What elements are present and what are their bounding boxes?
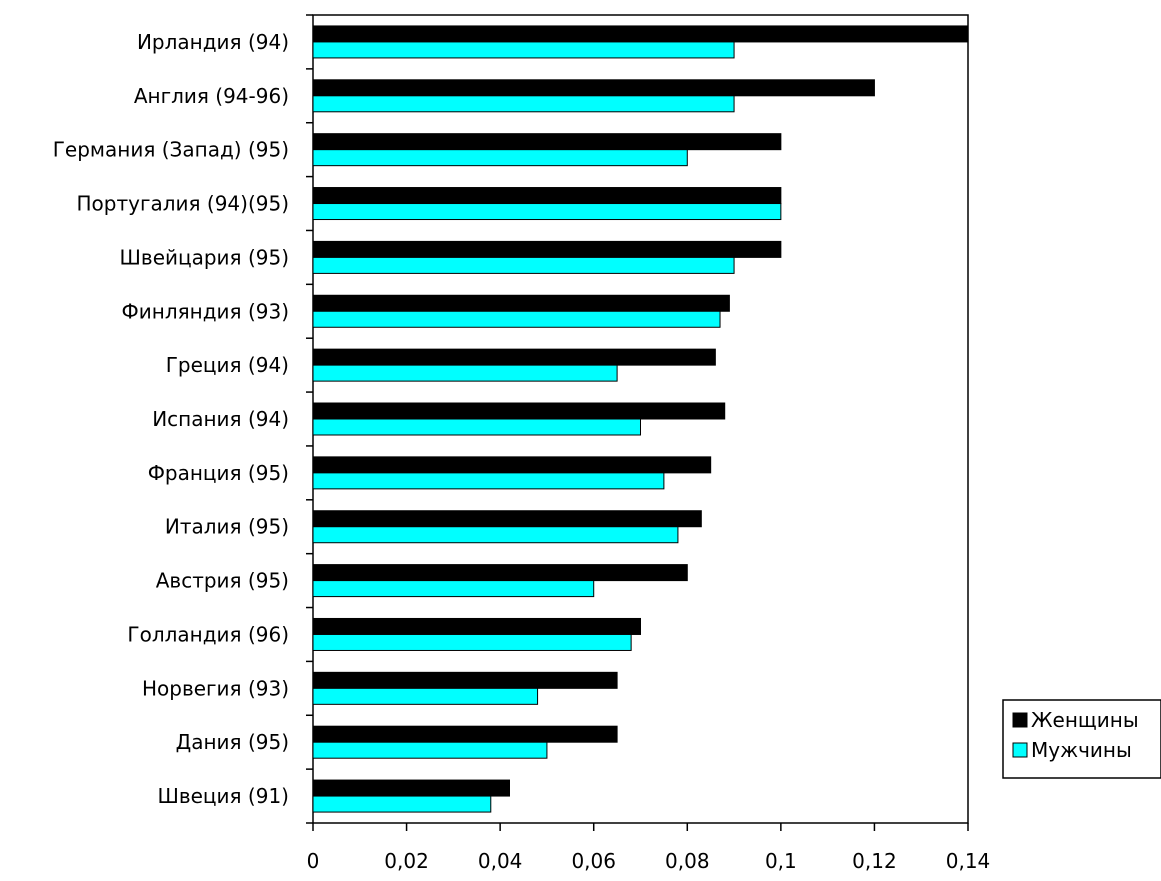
- legend-box: [1002, 699, 1161, 779]
- category-label: Франция (95): [148, 461, 289, 485]
- x-tick-label: 0,14: [946, 849, 991, 873]
- bar-men: [312, 310, 721, 328]
- bar-women: [312, 133, 782, 151]
- bar-men: [312, 795, 492, 813]
- x-tick-label: 0,08: [665, 849, 710, 873]
- bar-women: [312, 779, 510, 797]
- bar-women: [312, 510, 702, 528]
- bar-women: [312, 671, 618, 689]
- bar-men: [312, 741, 548, 759]
- bar-men: [312, 41, 735, 59]
- x-tick-label: 0,04: [478, 849, 523, 873]
- bar-women: [312, 25, 969, 43]
- x-tick-label: 0,1: [765, 849, 797, 873]
- legend-label: Женщины: [1031, 708, 1139, 732]
- bar-series-group: [312, 25, 969, 813]
- bar-men: [312, 633, 632, 651]
- category-label: Италия (95): [165, 515, 289, 539]
- bar-men: [312, 580, 595, 598]
- category-label: Швейцария (95): [120, 245, 289, 269]
- category-label: Испания (94): [152, 407, 289, 431]
- bar-women: [312, 456, 712, 474]
- bar-women: [312, 402, 726, 420]
- bar-men: [312, 95, 735, 113]
- category-label: Англия (94-96): [134, 84, 289, 108]
- bar-women: [312, 187, 782, 205]
- legend-swatch: [1012, 742, 1028, 758]
- category-label: Финляндия (93): [122, 299, 289, 323]
- legend-swatch: [1012, 712, 1028, 728]
- category-label: Швеция (91): [157, 784, 289, 808]
- category-label: Дания (95): [176, 730, 289, 754]
- bar-women: [312, 240, 782, 258]
- legend-label: Мужчины: [1031, 738, 1132, 762]
- bar-women: [312, 294, 730, 312]
- bar-women: [312, 617, 641, 635]
- x-tick-label: 0,02: [384, 849, 429, 873]
- bar-women: [312, 348, 716, 366]
- bar-men: [312, 149, 688, 167]
- bar-men: [312, 256, 735, 274]
- category-label: Греция (94): [166, 353, 289, 377]
- category-label: Голландия (96): [127, 622, 289, 646]
- bar-men: [312, 418, 641, 436]
- category-label: Португалия (94)(95): [77, 192, 290, 216]
- bar-men: [312, 364, 618, 382]
- category-label: Норвегия (93): [142, 676, 289, 700]
- bar-men: [312, 203, 782, 221]
- category-label: Германия (Запад) (95): [53, 138, 289, 162]
- legend: Женщины Мужчины: [1002, 699, 1161, 779]
- bar-men: [312, 687, 539, 705]
- bar-women: [312, 79, 875, 97]
- x-tick-label: 0: [307, 849, 320, 873]
- axes-group: Ирландия (94) Англия (94-96) Германия (Зап…: [53, 14, 991, 873]
- bar-women: [312, 564, 688, 582]
- x-tick-label: 0,12: [852, 849, 897, 873]
- x-tick-label: 0,06: [571, 849, 616, 873]
- category-label: Ирландия (94): [137, 30, 289, 54]
- category-label: Австрия (95): [156, 569, 289, 593]
- bar-women: [312, 725, 618, 743]
- bar-men: [312, 472, 665, 490]
- bar-men: [312, 526, 679, 544]
